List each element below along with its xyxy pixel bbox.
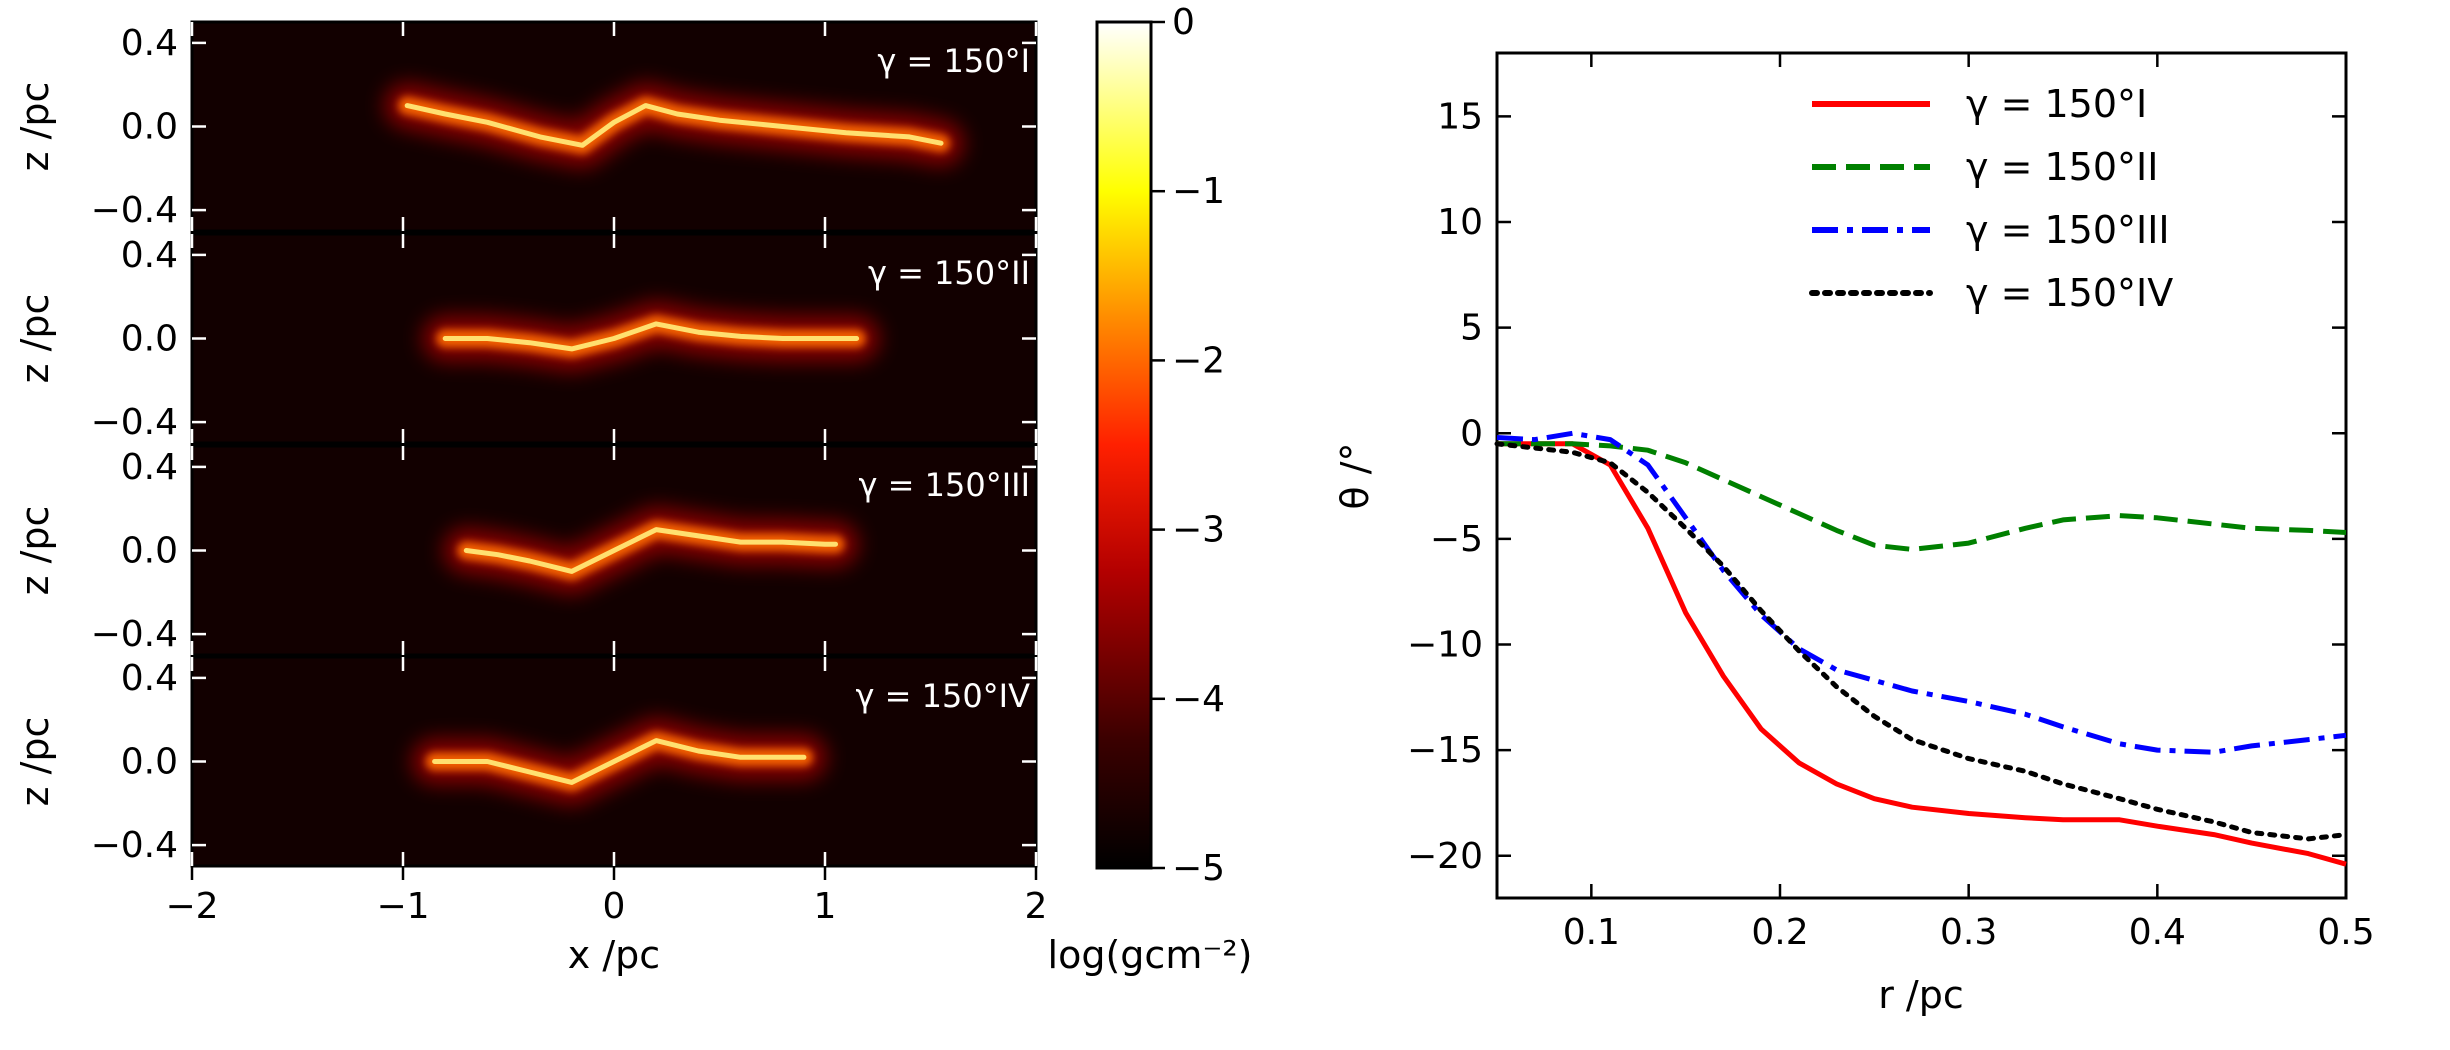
line-y-tick-label: 0: [1460, 413, 1483, 454]
heatmap-x-label: x /pc: [568, 933, 660, 977]
heatmap-y-label: z /pc: [13, 717, 57, 807]
line-x-tick-label: 0.3: [1940, 912, 1997, 953]
line-x-tick-label: 0.1: [1563, 912, 1620, 953]
heatmap-x-tick-label: 0: [603, 886, 626, 927]
heatmap-y-tick-label: −0.4: [91, 402, 178, 443]
heatmap-x-axis: x /pc −2 −1 0 1 2: [165, 866, 1047, 977]
colorbar-ticks: 0 −1 −2 −3 −4 −5: [1151, 2, 1225, 889]
filament-core: [463, 527, 838, 574]
filament-core: [404, 103, 944, 148]
colorbar-tick-label: −1: [1172, 171, 1225, 212]
heatmap-y-tick-label: 0.0: [121, 107, 178, 148]
legend-label: γ = 150°III: [1966, 208, 2170, 252]
heatmap-panel: 0.4 0.0 −0.4 z /pc γ = 150°IV: [13, 655, 1038, 868]
heatmap-y-tick-label: 0.0: [121, 531, 178, 572]
heatmap-panels: 0.4 0.0 −0.4 z /pc γ = 150°I 0.4 0.0 −0.4 z /pc γ…: [13, 20, 1038, 868]
legend-label: γ = 150°I: [1966, 82, 2147, 126]
filament-core: [432, 738, 807, 785]
heatmap-y-tick-label: −0.4: [91, 190, 178, 231]
line-y-tick-label: 10: [1437, 202, 1483, 243]
line-chart-series: [1494, 430, 2349, 867]
heatmap-y-tick-label: 0.4: [121, 658, 178, 699]
heatmap-y-tick-label: 0.4: [121, 447, 178, 488]
line-y-tick-label: −10: [1407, 625, 1483, 666]
line-y-tick-label: 5: [1460, 308, 1483, 349]
line-chart-frame: [1495, 51, 2348, 900]
line-x-tick-label: 0.4: [2129, 912, 2186, 953]
heatmap-panel-label: γ = 150°II: [868, 254, 1030, 292]
series-line: [1494, 441, 2349, 842]
line-x-label: r /pc: [1878, 973, 1964, 1017]
colorbar: 0 −1 −2 −3 −4 −5 log(gcm⁻²): [1048, 2, 1253, 977]
line-chart-ticks: 0.1 0.2 0.3 0.4 0.5 15 10 5 0 −5 −10 −15 −20: [1407, 53, 2375, 953]
colorbar-tick-label: −2: [1172, 340, 1225, 381]
colorbar-gradient: [1097, 22, 1151, 868]
line-chart: 0.1 0.2 0.3 0.4 0.5 15 10 5 0 −5 −10 −15 −20 γ = 150…: [1333, 51, 2375, 1017]
line-x-tick-label: 0.2: [1751, 912, 1808, 953]
filament-core: [442, 321, 860, 352]
line-y-tick-label: −20: [1407, 836, 1483, 877]
heatmap-panel-label: γ = 150°III: [859, 466, 1030, 504]
heatmap-y-tick-label: 0.0: [121, 319, 178, 360]
heatmap-y-label: z /pc: [13, 82, 57, 172]
heatmap-y-tick-label: −0.4: [91, 825, 178, 866]
heatmap-panel: 0.4 0.0 −0.4 z /pc γ = 150°III: [13, 444, 1038, 657]
series-line: [1497, 441, 2347, 552]
colorbar-frame: [1095, 20, 1153, 870]
heatmap-panel: 0.4 0.0 −0.4 z /pc γ = 150°I: [13, 20, 1038, 233]
heatmap-x-tick-label: −1: [376, 886, 429, 927]
legend: γ = 150°I γ = 150°II γ = 150°III γ = 150°IV: [1809, 82, 2173, 315]
colorbar-label: log(gcm⁻²): [1048, 933, 1253, 977]
legend-label: γ = 150°II: [1966, 145, 2158, 189]
series-line: [1496, 430, 2347, 755]
heatmap-y-label: z /pc: [13, 294, 57, 384]
line-y-tick-label: −5: [1430, 519, 1483, 560]
line-y-tick-label: −15: [1407, 730, 1483, 771]
colorbar-tick-label: −3: [1172, 510, 1225, 551]
heatmap-x-tick-label: −2: [165, 886, 218, 927]
line-y-label: θ /°: [1333, 442, 1377, 509]
heatmap-panel-label: γ = 150°IV: [856, 677, 1031, 715]
colorbar-tick-label: −5: [1172, 848, 1225, 889]
line-x-tick-label: 0.5: [2317, 912, 2374, 953]
heatmap-panel-label: γ = 150°I: [877, 42, 1030, 80]
heatmap-y-tick-label: 0.4: [121, 23, 178, 64]
colorbar-tick-label: −4: [1172, 679, 1225, 720]
colorbar-tick-label: 0: [1172, 2, 1195, 43]
heatmap-y-label: z /pc: [13, 506, 57, 596]
series-line: [1497, 441, 2347, 867]
legend-label: γ = 150°IV: [1966, 271, 2173, 315]
heatmap-y-tick-label: 0.4: [121, 235, 178, 276]
heatmap-x-tick-label: 1: [814, 886, 837, 927]
heatmap-y-tick-label: −0.4: [91, 614, 178, 655]
heatmap-y-tick-label: 0.0: [121, 742, 178, 783]
heatmap-x-tick-label: 2: [1025, 886, 1048, 927]
line-y-tick-label: 15: [1437, 96, 1483, 137]
heatmap-panel: 0.4 0.0 −0.4 z /pc γ = 150°II: [13, 232, 1038, 445]
